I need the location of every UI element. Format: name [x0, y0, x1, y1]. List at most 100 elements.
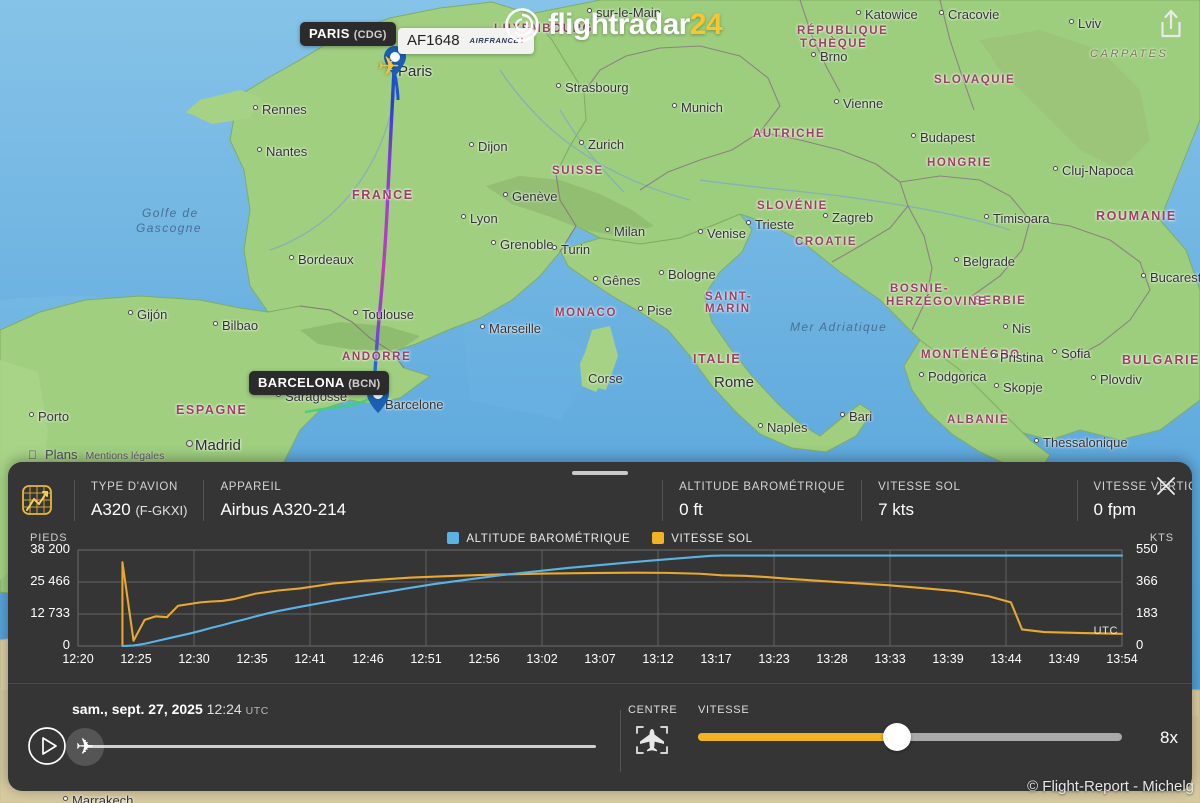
destination-code: (BCN) — [348, 378, 381, 390]
map-city-dot — [939, 10, 944, 15]
field-ground-speed: VITESSE SOL 7 kts — [861, 480, 976, 522]
map-city-dot — [1053, 166, 1058, 171]
origin-callout[interactable]: PARIS (CDG) — [300, 22, 396, 46]
play-button[interactable] — [27, 726, 67, 766]
chart-y-tick-left: 12 733 — [30, 605, 70, 620]
chart-x-tick: 13:39 — [932, 652, 964, 666]
chart-y-tick-right: 366 — [1136, 573, 1158, 588]
playback-timestamp: sam., sept. 27, 2025 12:24 UTC — [72, 701, 269, 717]
chart-y-tick-right: 183 — [1136, 605, 1158, 620]
chart-x-tick: 13:44 — [990, 652, 1022, 666]
chart-x-tick: 12:35 — [236, 652, 268, 666]
chart-y-tick-left: 38 200 — [30, 541, 70, 556]
field-value: A320 (F-GKXI) — [91, 499, 187, 522]
map-city-dot — [840, 412, 845, 417]
chart-x-tick: 12:30 — [178, 652, 210, 666]
centre-control[interactable]: CENTRE — [628, 704, 678, 762]
field-aircraft-model: APPAREIL Airbus A320-214 — [203, 480, 362, 522]
flight-path — [372, 68, 396, 398]
flight-number-callout[interactable]: AF1648 AIRFRANCE✈ — [398, 28, 535, 54]
chart-utc-tag: UTC — [1093, 625, 1118, 637]
chart-x-tick: 12:25 — [120, 652, 152, 666]
speed-value: 8x — [1160, 728, 1178, 747]
map-city-dot — [954, 257, 959, 262]
chart-x-tick: 12:46 — [352, 652, 384, 666]
timeline-slider[interactable]: ✈ — [66, 728, 596, 766]
aircraft-type-value: A320 — [91, 499, 131, 519]
legend-item-speed[interactable]: VITESSE SOL — [652, 532, 752, 545]
field-value: 0 ft — [679, 499, 703, 519]
field-baro-altitude: ALTITUDE BAROMÉTRIQUE 0 ft — [662, 480, 861, 522]
legend-swatch — [447, 532, 460, 544]
field-label: ALTITUDE BAROMÉTRIQUE — [679, 481, 846, 493]
map-city-dot — [984, 214, 989, 219]
map-city-dot — [29, 412, 34, 417]
chart-x-tick: 13:33 — [874, 652, 906, 666]
map-city-dot — [289, 255, 294, 260]
panel-divider — [8, 683, 1192, 684]
legend-item-altitude[interactable]: ALTITUDE BAROMÉTRIQUE — [447, 532, 630, 545]
share-icon[interactable] — [1154, 6, 1188, 42]
chart-x-tick: 12:56 — [468, 652, 500, 666]
origin-city: PARIS — [309, 26, 350, 41]
speed-label: VITESSE — [698, 704, 750, 716]
map-city-dot — [991, 353, 996, 358]
map-city-dot — [911, 133, 916, 138]
chart-legend: ALTITUDE BAROMÉTRIQUE VITESSE SOL — [8, 532, 1192, 545]
photo-credit-watermark: © Flight-Report - Michelg — [1027, 778, 1194, 795]
flight-details-panel: TYPE D'AVION A320 (F-GKXI) APPAREIL Airb… — [8, 462, 1192, 791]
chart-plot-area[interactable] — [77, 549, 1124, 648]
map-city-dot — [480, 324, 485, 329]
close-icon[interactable] — [1152, 472, 1180, 500]
airline-logo: AIRFRANCE✈ — [469, 36, 527, 45]
speed-slider[interactable] — [698, 723, 1122, 751]
map-city-dot — [698, 229, 703, 234]
legend-label: ALTITUDE BAROMÉTRIQUE — [466, 533, 631, 545]
map-city-dot — [994, 383, 999, 388]
map-city-dot — [556, 83, 561, 88]
destination-callout[interactable]: BARCELONA (BCN) — [249, 371, 390, 395]
centre-label: CENTRE — [628, 704, 678, 716]
chart-right-axis-title: KTS — [1149, 532, 1174, 544]
map-provider: Plans — [36, 447, 78, 462]
map-city-dot — [746, 220, 751, 225]
map-city-dot — [672, 103, 677, 108]
chart-y-tick-left: 0 — [62, 637, 70, 652]
legal-notice-link[interactable]: Mentions légales — [76, 450, 165, 462]
playback-timezone: UTC — [245, 705, 269, 717]
field-label: TYPE D'AVION — [91, 481, 179, 493]
map-city-dot — [758, 423, 763, 428]
timeline-track[interactable] — [86, 745, 596, 748]
map-city-dot — [461, 214, 466, 219]
chart-x-tick: 13:02 — [526, 652, 558, 666]
map-city-dot — [213, 321, 218, 326]
chart-y-tick-right: 550 — [1136, 541, 1158, 556]
chart-lines — [77, 549, 1124, 648]
map-city-dot — [469, 142, 474, 147]
center-aircraft-icon[interactable] — [628, 723, 676, 762]
speed-control: VITESSE 8x — [698, 704, 1178, 751]
speed-slider-handle[interactable] — [883, 723, 912, 751]
chart-x-tick: 12:41 — [294, 652, 326, 666]
chart-left-axis-title: PIEDS — [30, 532, 68, 544]
map-city-dot — [823, 213, 828, 218]
map-city-dot — [587, 8, 592, 13]
map-city-dot — [919, 372, 924, 377]
field-value: Airbus A320-214 — [220, 499, 347, 519]
panel-drag-handle[interactable] — [572, 471, 628, 475]
flight-profile-chart: PIEDS KTS ALTITUDE BAROMÉTRIQUE VITESSE … — [8, 530, 1192, 670]
speed-track-fill — [698, 733, 898, 741]
aircraft-marker-icon[interactable]: ✈ — [378, 51, 400, 81]
chart-x-tick: 13:54 — [1106, 652, 1138, 666]
flight-info-row: TYPE D'AVION A320 (F-GKXI) APPAREIL Airb… — [8, 462, 1192, 528]
field-value: 7 kts — [878, 499, 914, 519]
chart-x-tick: 13:07 — [584, 652, 616, 666]
aircraft-registration: (F-GKXI) — [135, 502, 188, 518]
legend-swatch — [652, 532, 665, 544]
flight-number: AF1648 — [407, 32, 460, 49]
map-city-dot — [593, 276, 598, 281]
chart-y-tick-right: 0 — [1136, 637, 1144, 652]
map-city-dot — [552, 245, 557, 250]
airplane-icon[interactable]: ✈ — [66, 728, 104, 766]
